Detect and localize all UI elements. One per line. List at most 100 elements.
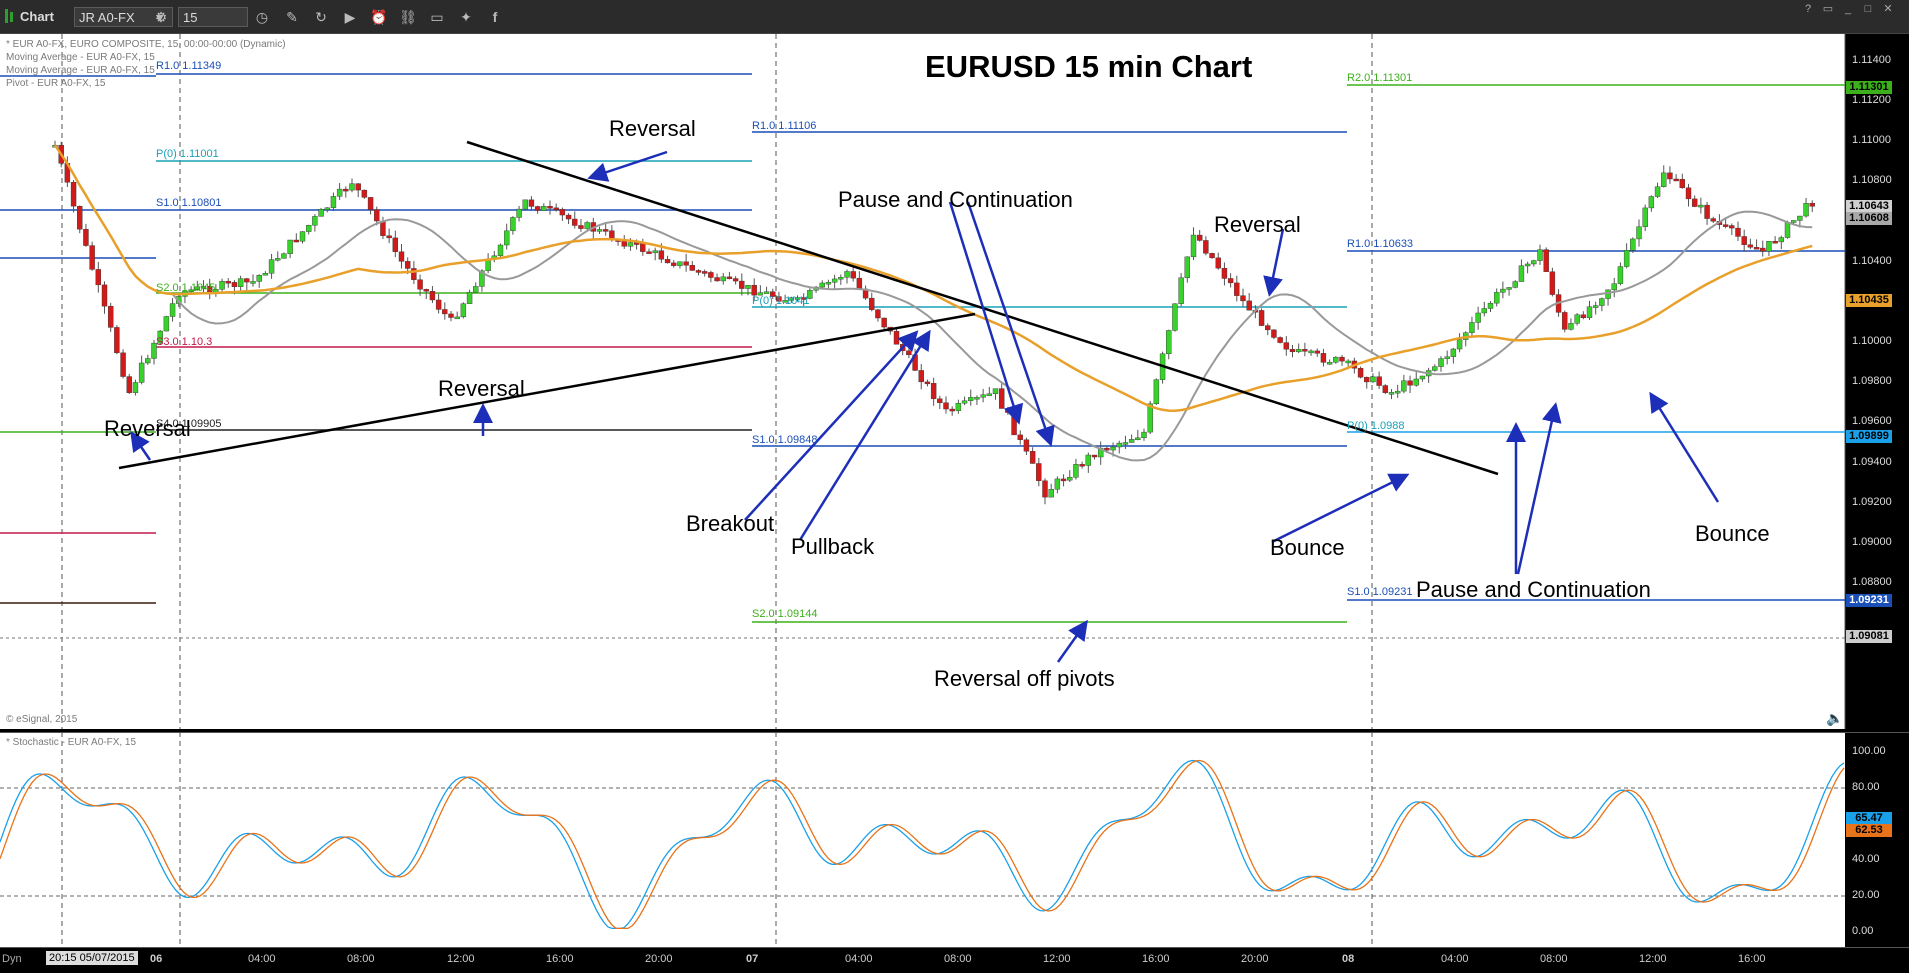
candle-down	[572, 218, 578, 226]
price-flag-ma: 1.10435	[1846, 294, 1892, 307]
candle-up	[138, 362, 145, 383]
price-flag-p: 1.09899	[1846, 430, 1892, 443]
candle-up	[1308, 350, 1314, 354]
candle-up	[324, 207, 330, 210]
price-chart[interactable]: * EUR A0-FX, EURO COMPOSITE, 15, 00:00-0…	[0, 34, 1909, 729]
restore-icon[interactable]: ▭	[1822, 3, 1834, 15]
candle-up	[479, 270, 485, 287]
candle-up	[336, 188, 343, 197]
candle-up	[1345, 360, 1351, 364]
link-icon[interactable]: ⛓	[399, 9, 417, 25]
candle-down	[1543, 249, 1549, 272]
time-tick-label: 08:00	[1540, 953, 1568, 965]
play-icon[interactable]: ▶	[344, 9, 356, 25]
candle-up	[677, 261, 683, 266]
price-flag-s1: 1.09231	[1846, 594, 1892, 607]
cursor-time-label: 20:15 05/07/2015	[46, 951, 138, 965]
candle-down	[646, 251, 652, 254]
candle-up	[522, 199, 528, 210]
candle-down	[1283, 342, 1290, 350]
facebook-icon[interactable]: f	[492, 9, 498, 25]
candle-up	[516, 208, 522, 218]
candle-up	[1135, 437, 1141, 441]
chevron-down-icon[interactable]: ▾	[156, 9, 164, 25]
candle-down	[683, 261, 689, 266]
refresh-icon[interactable]: ↻	[315, 9, 327, 25]
candle-up	[237, 278, 244, 287]
candle-up	[1698, 204, 1704, 208]
price-tick-label: 1.11400	[1852, 54, 1891, 66]
stochastic-panel[interactable]: * Stochastic - EUR A0-FX, 15 100.00 80.00…	[0, 732, 1909, 947]
candle-up	[1605, 289, 1611, 299]
interval-input[interactable]: 15	[178, 7, 248, 27]
candle-down	[869, 297, 875, 310]
candle-down	[1196, 234, 1203, 241]
candle-up	[188, 289, 194, 292]
candle-down	[1729, 225, 1735, 229]
time-tick-label: 04:00	[1441, 953, 1469, 965]
twitter-icon[interactable]: ✦	[460, 9, 472, 25]
candle-up	[1067, 477, 1073, 481]
candle-up	[831, 278, 838, 283]
candle-down	[937, 398, 943, 403]
alarm-icon[interactable]: ⏰	[370, 9, 388, 25]
clock-icon[interactable]: ◷	[255, 9, 269, 25]
candle-down	[1234, 282, 1240, 296]
candle-down	[374, 209, 380, 222]
maximize-icon[interactable]: □	[1864, 3, 1872, 15]
comment-icon[interactable]: ▭	[430, 9, 444, 25]
chart-toolbar: Chart JR A0-FX ▾ ⚙ 15 ◷ ✎ ↻ ▶ ⏰ ⛓ ▭ ✦ f …	[0, 0, 1909, 34]
time-tick-label: 08:00	[347, 953, 375, 965]
candle-down	[225, 281, 231, 284]
annotation-reversal-top: Reversal	[609, 116, 696, 141]
candle-down	[1215, 257, 1221, 269]
price-tick-label: 1.09400	[1852, 455, 1892, 468]
help-icon[interactable]: ?	[1804, 3, 1812, 15]
speaker-icon[interactable]: 🔈	[1826, 710, 1844, 726]
candle-down	[95, 269, 102, 286]
price-tick-label: 1.11200	[1852, 94, 1891, 107]
candle-up	[275, 258, 281, 261]
gear-icon[interactable]: ⚙	[154, 9, 168, 25]
candle-up	[1153, 379, 1160, 405]
candle-down	[640, 242, 646, 252]
candle-down	[398, 251, 405, 262]
candle-down	[361, 189, 368, 198]
candle-down	[1357, 368, 1364, 378]
candle-up	[1568, 323, 1574, 330]
candle-up	[460, 303, 467, 318]
candle-down	[658, 250, 665, 260]
time-tick-label: 12:00	[1639, 953, 1667, 965]
candle-up	[1085, 454, 1092, 466]
candle-down	[943, 402, 949, 410]
price-tick-label: 1.09600	[1852, 415, 1892, 428]
candle-up	[268, 259, 275, 274]
candle-down	[411, 268, 417, 280]
pivot-label-d3-r2: R2.0 1.11301	[1347, 72, 1413, 84]
annotation-arrow	[1263, 228, 1285, 297]
candle-up	[838, 277, 844, 280]
candle-down	[1246, 300, 1252, 311]
time-axis: Dyn 20:15 05/07/2015 06 04:00 08:00 12:00 16…	[0, 947, 1909, 973]
close-icon[interactable]: ✕	[1883, 3, 1893, 15]
candle-down	[1042, 480, 1048, 498]
candle-up	[1190, 234, 1197, 258]
stoch-flag-k: 65.47	[1846, 812, 1892, 825]
candle-down	[1079, 464, 1085, 467]
candle-down	[1277, 337, 1283, 343]
candle-up	[1790, 220, 1797, 223]
pivot-label-d3-r1: R1.0 1.10633	[1347, 238, 1414, 250]
candle-up	[757, 292, 764, 296]
chart-info-symbol: * EUR A0-FX, EURO COMPOSITE, 15, 00:00-0…	[6, 39, 286, 50]
minimize-icon[interactable]: _	[1844, 3, 1852, 15]
pencil-icon[interactable]: ✎	[286, 9, 298, 25]
candle-up	[844, 271, 850, 278]
candle-up	[1574, 314, 1580, 324]
candle-down	[565, 214, 572, 220]
annotation-arrow	[1056, 619, 1088, 663]
candle-down	[1710, 218, 1716, 222]
candle-down	[423, 289, 429, 292]
price-tick-label: 1.09800	[1852, 375, 1892, 388]
symbol-input[interactable]: JR A0-FX	[74, 7, 173, 27]
annotation-pause-1: Pause and Continuation	[838, 187, 1073, 212]
